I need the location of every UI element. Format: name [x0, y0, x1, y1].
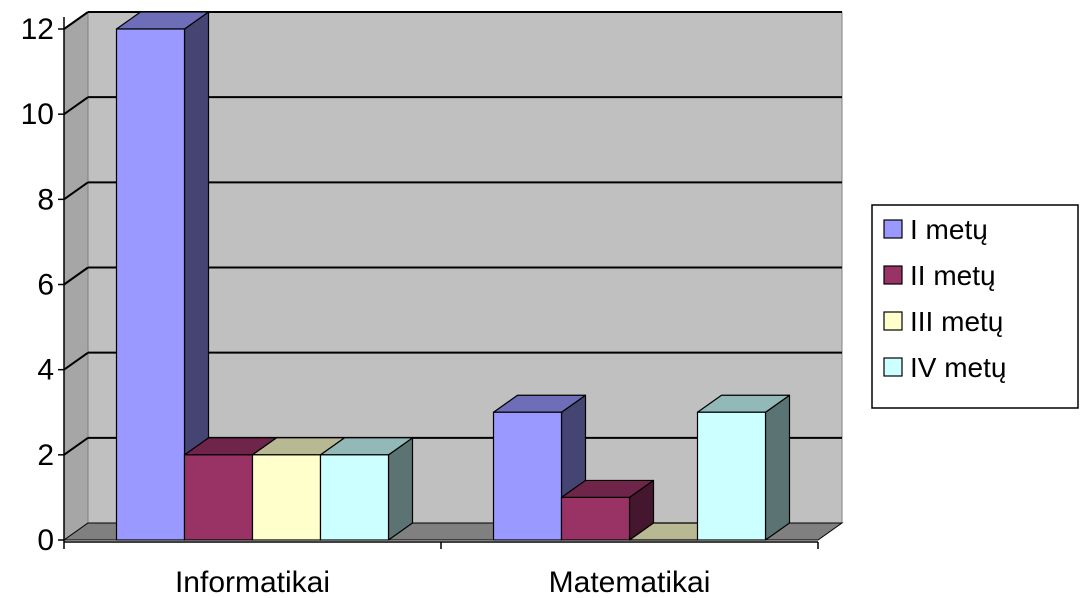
bar-front	[319, 454, 390, 541]
gridline-side	[63, 11, 89, 30]
bars	[115, 11, 791, 541]
legend-label: IV metų	[910, 352, 1006, 383]
gridline-side	[63, 96, 89, 115]
bar-front	[251, 454, 322, 541]
y-tick-label: 8	[37, 183, 54, 216]
bar-front	[492, 411, 563, 541]
legend-label: II metų	[910, 260, 996, 291]
legend-label: III metų	[910, 306, 1003, 337]
bar-front	[696, 411, 767, 541]
legend-item-iii-metu: III metų	[883, 306, 1003, 337]
bar-side	[764, 394, 791, 541]
y-tick-label: 0	[37, 524, 54, 557]
gridline-side	[63, 266, 89, 286]
bar-ii-metu-matematikai	[560, 479, 655, 541]
y-tick-label: 2	[37, 439, 54, 472]
x-tick-label: Informatikai	[175, 566, 330, 598]
legend-box	[871, 204, 1079, 409]
legend-item-iv-metu: IV metų	[883, 352, 1006, 383]
x-tick-label: Matematikai	[549, 566, 711, 598]
bar-iv-metu-informatikai	[319, 437, 414, 541]
gridline-side	[63, 437, 89, 456]
legend-swatch	[883, 219, 903, 239]
legend-swatch	[883, 311, 903, 331]
bar-front	[183, 454, 254, 541]
bar-front	[560, 496, 631, 541]
bar-side	[387, 437, 414, 541]
axes: 0 2 4 6 8 10 12 Informatikai Matematikai	[21, 13, 819, 598]
legend-label: I metų	[910, 214, 988, 245]
bar-i-metu-informatikai	[115, 11, 210, 541]
y-tick-label: 12	[21, 13, 54, 46]
legend-item-ii-metu: II metų	[883, 260, 996, 291]
y-tick-label: 4	[37, 354, 54, 387]
legend-swatch	[883, 265, 903, 285]
bar-iv-metu-matematikai	[696, 394, 791, 541]
y-tick-label: 10	[21, 98, 54, 131]
gridline-side	[63, 181, 89, 201]
legend-item-i-metu: I metų	[883, 214, 988, 245]
gridline-side	[63, 351, 89, 371]
y-tick-label: 6	[37, 269, 54, 302]
bar-front	[115, 28, 186, 541]
legend: I metų II metų III metų IV metų	[871, 204, 1079, 409]
legend-swatch	[883, 357, 903, 377]
bar-i-metu-matematikai	[492, 394, 587, 541]
